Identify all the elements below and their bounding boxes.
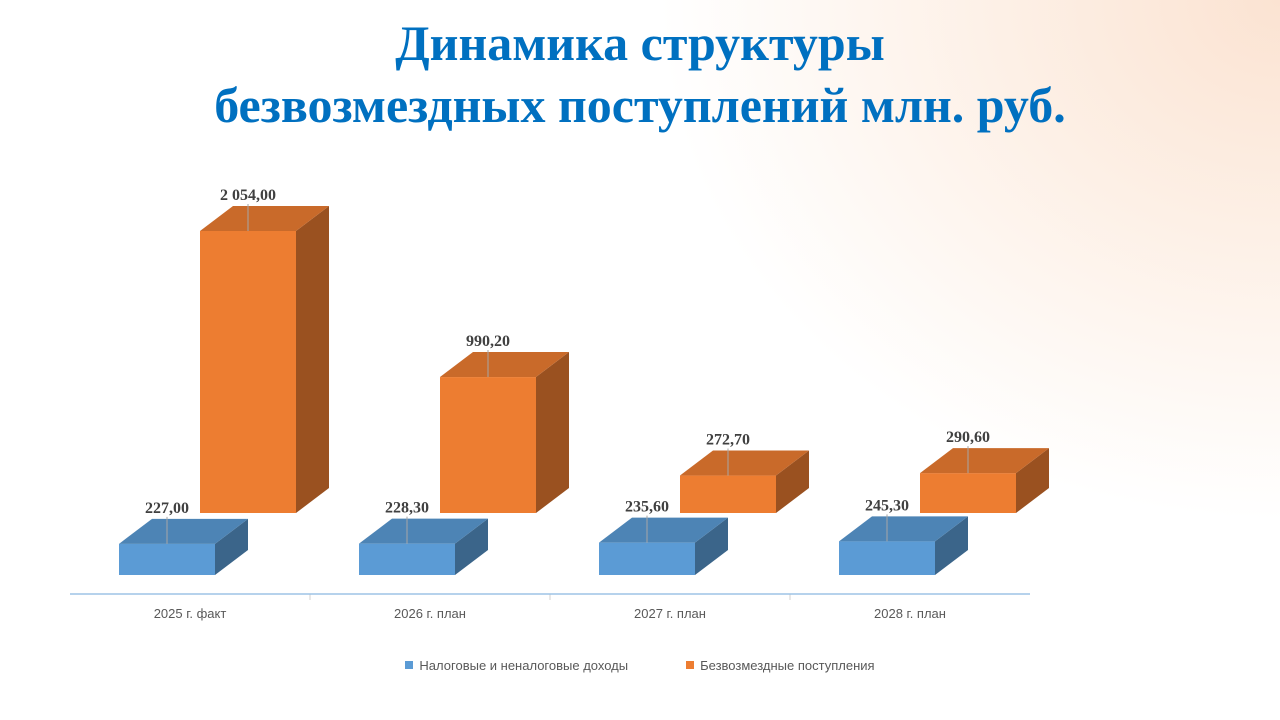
bar-side-face [296, 206, 329, 513]
category-label: 2025 г. факт [154, 606, 227, 621]
legend-swatch-grants [686, 661, 695, 669]
legend: Налоговые и неналоговые доходы Безвозмез… [0, 654, 1280, 676]
bar-top-face [920, 448, 1049, 474]
data-label: 2 054,00 [220, 187, 276, 204]
category-label: 2027 г. план [634, 606, 706, 621]
legend-label-tax: Налоговые и неналоговые доходы [419, 657, 629, 673]
bar-tax-income [599, 517, 728, 575]
bar-tax-income [359, 518, 488, 575]
bar-side-face [536, 352, 569, 513]
bar-top-face [839, 516, 968, 542]
data-label: 235,60 [625, 499, 669, 516]
legend-item-grants: Безвозмездные поступления [686, 654, 875, 676]
data-label: 990,20 [466, 333, 510, 350]
data-label: 272,70 [706, 432, 750, 449]
bar-grants [440, 352, 569, 513]
bar-top-face [359, 518, 488, 544]
data-label: 245,30 [865, 497, 909, 514]
legend-label-grants: Безвозмездные поступления [700, 657, 875, 673]
bar-top-face [119, 518, 248, 544]
bar-grants [680, 450, 809, 513]
bar-front-face [440, 377, 536, 513]
data-label: 290,60 [946, 429, 990, 446]
bar-side-face [776, 450, 809, 513]
bar-side-face [695, 517, 728, 575]
bar-front-face [200, 231, 296, 513]
chart-title-line-2: безвозмездных поступлений млн. руб. [214, 77, 1066, 133]
bar-tax-income [839, 516, 968, 575]
chart-title: Динамика структуры безвозмездных поступл… [0, 12, 1280, 136]
data-label: 227,00 [145, 500, 189, 517]
bar-side-face [215, 518, 248, 575]
bar-top-face [680, 450, 809, 476]
bar-grants [200, 206, 329, 513]
bar-front-face [359, 543, 455, 575]
bar-grants [920, 448, 1049, 513]
bar-side-face [455, 518, 488, 575]
bar-top-face [599, 517, 728, 543]
bar-top-face [440, 352, 569, 378]
category-label: 2026 г. план [394, 606, 466, 621]
bar-front-face [680, 475, 776, 513]
bar-front-face [920, 473, 1016, 513]
legend-swatch-tax [405, 661, 414, 669]
bar-side-face [935, 516, 968, 575]
bar-front-face [119, 543, 215, 575]
bar-top-face [200, 206, 329, 231]
bar-front-face [839, 541, 935, 575]
bar-tax-income [119, 518, 248, 575]
bar-side-face [1016, 448, 1049, 513]
bar-front-face [599, 542, 695, 575]
category-label: 2028 г. план [874, 606, 946, 621]
legend-item-tax: Налоговые и неналоговые доходы [405, 654, 628, 676]
data-label: 228,30 [385, 500, 429, 517]
chart-title-line-1: Динамика структуры [395, 15, 885, 71]
